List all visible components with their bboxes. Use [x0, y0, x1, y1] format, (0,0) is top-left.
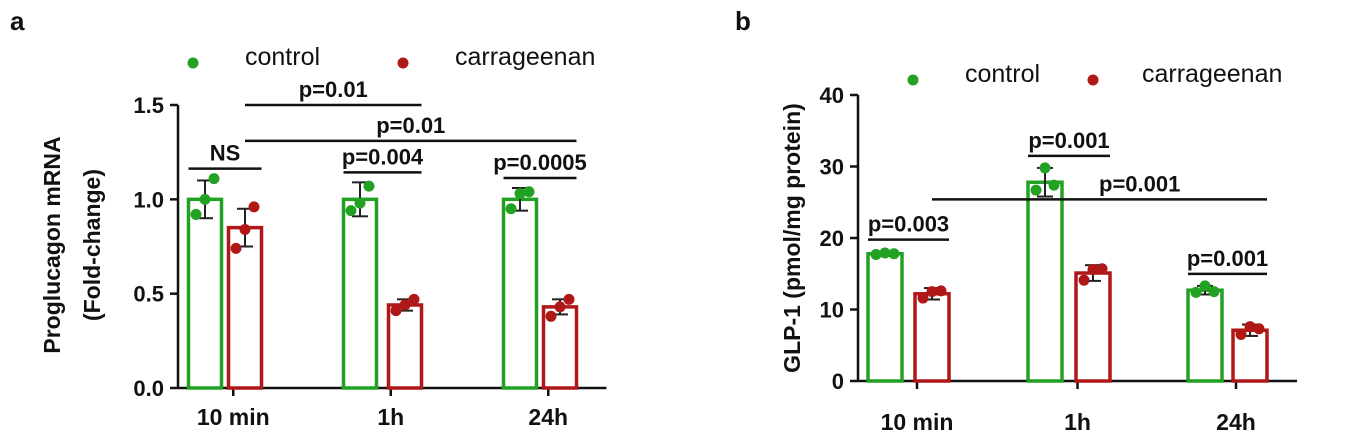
data-point — [523, 186, 535, 198]
bar — [341, 197, 379, 390]
data-point — [563, 293, 575, 305]
y-tick-label: 1.5 — [133, 93, 164, 118]
significance-label: p=0.001 — [1187, 246, 1268, 271]
data-point — [208, 173, 220, 185]
data-point — [199, 193, 211, 205]
legend-label: control — [965, 60, 1040, 88]
x-tick-label: 10 min — [881, 409, 954, 435]
panel-label: b — [735, 6, 751, 36]
panel-label: a — [10, 6, 25, 36]
data-point — [505, 203, 517, 215]
y-axis-label: Proglucagon mRNA — [39, 136, 65, 353]
bar — [386, 303, 424, 390]
data-point — [1030, 184, 1042, 196]
y-tick-label: 10 — [820, 298, 844, 323]
y-tick-label: 30 — [820, 155, 844, 180]
significance-label: p=0.01 — [376, 113, 445, 138]
data-point — [248, 201, 260, 213]
significance-label: p=0.003 — [868, 212, 949, 237]
legend-label: control — [245, 43, 320, 71]
data-point — [408, 293, 420, 305]
y-tick-label: 0.5 — [133, 282, 164, 307]
data-point — [1087, 263, 1099, 275]
y-tick-label: 40 — [820, 83, 844, 108]
x-tick-label: 10 min — [197, 404, 270, 430]
data-point — [870, 248, 882, 260]
y-tick-label: 0.0 — [133, 376, 164, 401]
significance-label: p=0.001 — [1028, 128, 1109, 153]
chart-panel-a: a 0.0 0.5 1.0 1.5 Proglucagon mRNA (Fold-chang… — [10, 6, 607, 430]
x-tick-label: 24h — [1216, 409, 1256, 435]
bar — [1026, 180, 1064, 383]
data-point — [399, 299, 411, 311]
data-point — [917, 292, 929, 304]
legend-marker — [187, 57, 199, 69]
bar — [913, 292, 951, 383]
y-tick-label: 1.0 — [133, 187, 164, 212]
bar — [1074, 271, 1112, 383]
data-point — [554, 301, 566, 313]
data-point — [1235, 329, 1247, 341]
data-point — [1096, 263, 1108, 275]
data-point — [1039, 162, 1051, 174]
significance-label: p=0.001 — [1099, 171, 1180, 196]
legend-label: carrageenan — [455, 43, 595, 71]
significance-label: p=0.0005 — [493, 150, 587, 175]
legend-marker — [907, 74, 919, 86]
data-point — [1208, 286, 1220, 298]
data-point — [345, 205, 357, 217]
y-tick-label: 0 — [832, 369, 844, 394]
data-point — [545, 310, 557, 322]
significance-label: p=0.01 — [299, 77, 368, 102]
x-tick-label: 24h — [528, 404, 568, 430]
data-point — [1078, 274, 1090, 286]
data-point — [230, 242, 242, 254]
data-point — [514, 188, 526, 200]
chart-panel-b: b 0 10 20 30 40 GLP-1 (pmol/mg protein) 10 min 1… — [735, 6, 1297, 435]
significance-label: p=0.004 — [342, 144, 424, 169]
data-point — [935, 285, 947, 297]
bar — [501, 197, 539, 390]
data-point — [1244, 321, 1256, 333]
data-point — [1190, 286, 1202, 298]
bar — [1186, 288, 1224, 383]
data-point — [190, 208, 202, 220]
x-tick-label: 1h — [1064, 409, 1091, 435]
bar — [866, 251, 904, 383]
data-point — [390, 305, 402, 317]
x-tick-label: 1h — [377, 404, 404, 430]
data-point — [926, 286, 938, 298]
data-point — [1048, 179, 1060, 191]
y-axis-label: (Fold-change) — [79, 169, 105, 321]
bar — [186, 197, 224, 390]
data-point — [1199, 280, 1211, 292]
legend-label: carrageenan — [1142, 60, 1282, 88]
data-point — [239, 224, 251, 236]
significance-label: NS — [210, 141, 241, 166]
data-point — [354, 197, 366, 209]
legend-marker — [1087, 74, 1099, 86]
data-point — [888, 248, 900, 260]
y-tick-label: 20 — [820, 226, 844, 251]
legend-marker — [397, 57, 409, 69]
y-axis-label: GLP-1 (pmol/mg protein) — [779, 103, 805, 373]
data-point — [1253, 323, 1265, 335]
data-point — [363, 180, 375, 192]
data-point — [879, 247, 891, 259]
